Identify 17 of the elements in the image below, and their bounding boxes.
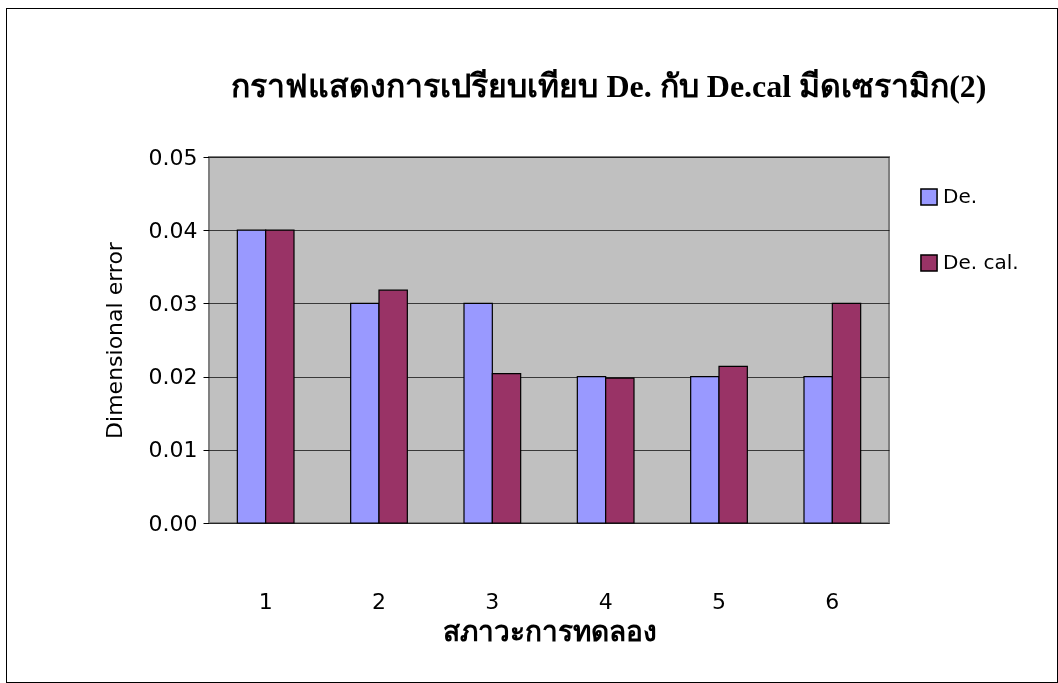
y-tick-label: 0.01	[148, 437, 198, 463]
x-tick-label: 1	[258, 588, 273, 614]
x-tick-label: 4	[598, 588, 613, 614]
y-tick-label: 0.05	[148, 144, 198, 170]
y-tick-label: 0.04	[148, 217, 198, 243]
x-axis-title: สภาวะการทดลอง	[442, 615, 657, 647]
legend-label: De. cal.	[943, 250, 1019, 274]
x-tick-label: 2	[372, 588, 386, 614]
chart-title: กราฟแสดงการเปรียบเทียบ De. กับ De.cal มีดเซรามิก(2)	[231, 68, 987, 104]
x-tick-label: 3	[485, 588, 500, 614]
y-axis-title: Dimensional error	[101, 241, 127, 439]
y-tick-label: 0.00	[148, 510, 198, 536]
y-tick-label: 0.03	[148, 290, 198, 316]
legend-label: De.	[943, 184, 978, 208]
y-tick-label: 0.02	[148, 364, 198, 390]
x-tick-label: 5	[712, 588, 726, 614]
x-tick-label: 6	[825, 588, 840, 614]
